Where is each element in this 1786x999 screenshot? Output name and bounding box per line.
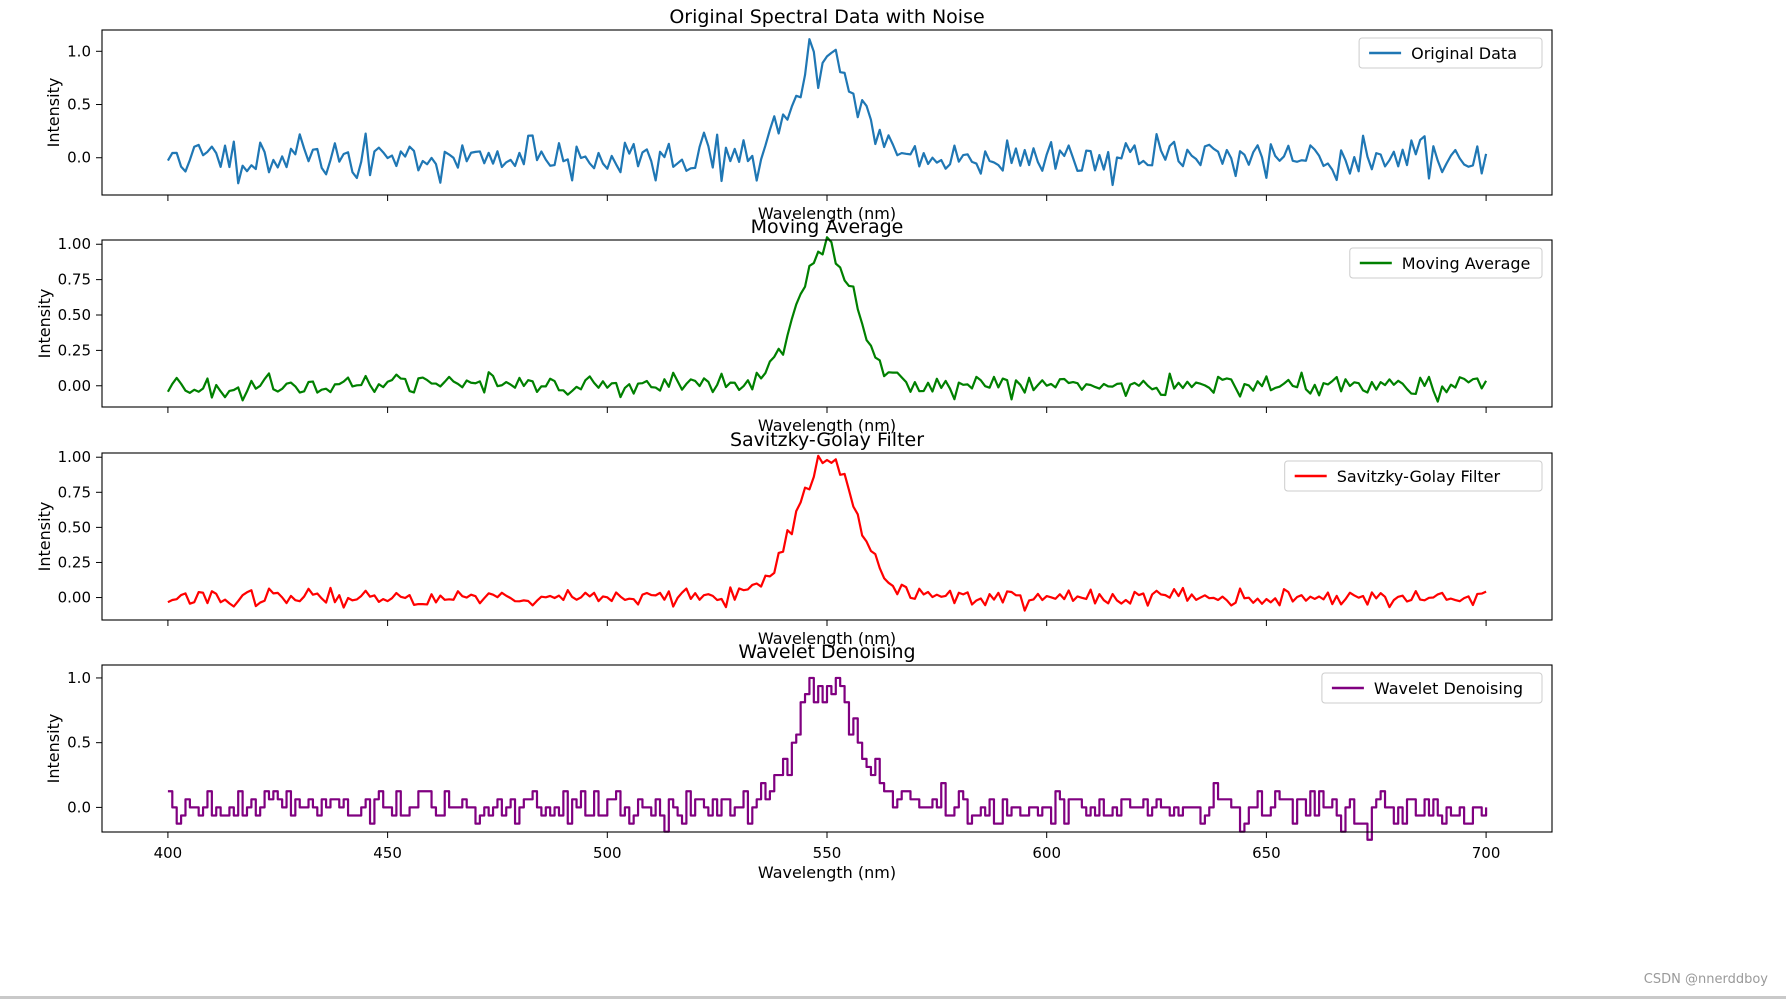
x-tick-label: 450 bbox=[373, 844, 402, 862]
legend-label: Moving Average bbox=[1402, 254, 1531, 273]
y-axis-label: Intensity bbox=[44, 78, 63, 148]
y-axis-label: Intensity bbox=[44, 714, 63, 784]
y-tick-label: 1.0 bbox=[67, 42, 91, 60]
watermark: CSDN @nnerddboy bbox=[1643, 972, 1768, 987]
x-tick-label: 650 bbox=[1252, 844, 1281, 862]
y-tick-label: 0.0 bbox=[67, 798, 91, 816]
x-tick-label: 550 bbox=[813, 844, 842, 862]
subplot-title: Savitzky-Golay Filter bbox=[730, 429, 924, 451]
subplot-title: Original Spectral Data with Noise bbox=[669, 6, 984, 28]
subplot-title: Moving Average bbox=[751, 216, 904, 238]
x-tick-label: 400 bbox=[154, 844, 183, 862]
series-line-wavelet-denoising bbox=[167, 676, 1488, 841]
x-axis-label: Wavelength (nm) bbox=[758, 629, 896, 648]
y-tick-label: 0.75 bbox=[58, 271, 91, 289]
subplot-4: 400 450 500 550 600 650 700 0.0 0.5 1.0 Wavelet De… bbox=[44, 641, 1553, 882]
y-axis-label: Intensity bbox=[35, 502, 54, 572]
x-axis-label: Wavelength (nm) bbox=[758, 416, 896, 435]
y-tick-label: 0.50 bbox=[58, 518, 91, 536]
legend: Wavelet Denoising bbox=[1321, 672, 1543, 704]
series-line-original-data bbox=[166, 38, 1488, 187]
y-tick-label: 0.00 bbox=[58, 589, 91, 607]
subplot-1: 0.0 0.5 1.0 Original Spectral Data with Noi… bbox=[44, 6, 1553, 223]
legend: Savitzky-Golay Filter bbox=[1284, 460, 1543, 492]
window-bottom-rule bbox=[0, 996, 1786, 999]
legend-label: Wavelet Denoising bbox=[1374, 679, 1523, 698]
x-tick-label: 700 bbox=[1472, 844, 1501, 862]
y-tick-label: 0.5 bbox=[67, 96, 91, 114]
legend-box bbox=[1284, 460, 1543, 492]
legend-box bbox=[1321, 672, 1543, 704]
y-tick-label: 1.00 bbox=[58, 235, 91, 253]
y-tick-label: 1.00 bbox=[58, 448, 91, 466]
axes-frame bbox=[101, 29, 1553, 196]
x-axis-label: Wavelength (nm) bbox=[758, 204, 896, 223]
y-tick-label: 0.25 bbox=[58, 553, 91, 571]
y-tick-label: 1.0 bbox=[67, 669, 91, 687]
subplot-title: Wavelet Denoising bbox=[738, 641, 915, 663]
series-line-savitzky-golay-filter bbox=[167, 454, 1487, 612]
subplot-3: 0.00 0.25 0.50 0.75 1.00 Savitzky-Golay Filte… bbox=[35, 429, 1553, 648]
y-tick-label: 0.25 bbox=[58, 341, 91, 359]
legend-box bbox=[1358, 37, 1543, 69]
y-tick-label: 0.75 bbox=[58, 483, 91, 501]
y-axis-label: Intensity bbox=[35, 289, 54, 359]
x-axis-label: Wavelength (nm) bbox=[758, 863, 896, 882]
legend: Original Data bbox=[1358, 37, 1543, 69]
legend-box bbox=[1349, 247, 1543, 279]
x-tick-label: 500 bbox=[593, 844, 622, 862]
legend-label: Savitzky-Golay Filter bbox=[1337, 467, 1501, 486]
legend-label: Original Data bbox=[1411, 44, 1517, 63]
y-tick-label: 0.5 bbox=[67, 734, 91, 752]
subplot-2: 0.00 0.25 0.50 0.75 1.00 Moving Average Wavele… bbox=[35, 216, 1553, 435]
x-tick-label: 600 bbox=[1032, 844, 1061, 862]
series-line-moving-average bbox=[166, 236, 1488, 403]
axes-frame bbox=[101, 239, 1553, 408]
y-tick-label: 0.50 bbox=[58, 306, 91, 324]
y-tick-label: 0.00 bbox=[58, 377, 91, 395]
y-tick-label: 0.0 bbox=[67, 149, 91, 167]
legend: Moving Average bbox=[1349, 247, 1543, 279]
